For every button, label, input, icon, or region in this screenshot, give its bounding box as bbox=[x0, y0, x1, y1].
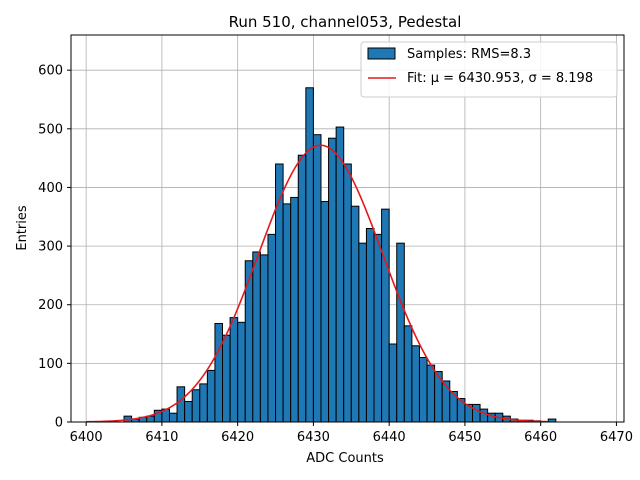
legend-label-samples: Samples: RMS=8.3 bbox=[407, 47, 531, 62]
histogram-bar bbox=[252, 251, 261, 423]
x-tick-label: 6430 bbox=[297, 430, 330, 445]
x-tick-label: 6410 bbox=[145, 430, 178, 445]
x-tick-label: 6440 bbox=[373, 430, 406, 445]
histogram-bar bbox=[328, 137, 337, 423]
histogram-bar bbox=[275, 163, 284, 423]
histogram-bar bbox=[168, 412, 178, 423]
legend-label-fit: Fit: μ = 6430.953, σ = 8.198 bbox=[407, 71, 593, 86]
chart-title: Run 510, channel053, Pedestal bbox=[229, 13, 462, 31]
histogram-bar bbox=[381, 208, 390, 423]
y-axis-title: Entries bbox=[15, 205, 30, 251]
gaussian-fit-curve bbox=[86, 144, 549, 423]
legend-swatch-samples bbox=[367, 47, 396, 60]
histogram-bar bbox=[358, 242, 367, 423]
histogram-bars bbox=[123, 87, 557, 423]
histogram-bar bbox=[176, 386, 186, 423]
histogram-bar bbox=[373, 233, 383, 423]
histogram-bar bbox=[350, 205, 360, 423]
histogram-bar bbox=[335, 126, 345, 423]
histogram-bar bbox=[396, 242, 405, 423]
histogram-bar bbox=[237, 321, 246, 423]
y-tick-label: 500 bbox=[38, 122, 63, 137]
histogram-bar bbox=[411, 345, 420, 423]
histogram-bar bbox=[343, 163, 352, 423]
x-tick-label: 6400 bbox=[70, 430, 103, 445]
histogram-bar bbox=[403, 325, 413, 423]
legend-box bbox=[360, 41, 618, 98]
y-tick-label: 300 bbox=[38, 240, 63, 255]
histogram-bar bbox=[305, 87, 314, 423]
x-tick-label: 6470 bbox=[600, 430, 633, 445]
x-axis-title: ADC Counts bbox=[306, 451, 384, 466]
histogram-bar bbox=[312, 134, 322, 423]
histogram-bar bbox=[184, 400, 193, 423]
histogram-bar bbox=[282, 203, 292, 423]
histogram-bar bbox=[267, 233, 277, 423]
histogram-bar bbox=[418, 357, 428, 423]
y-tick-label: 200 bbox=[38, 298, 63, 313]
y-tick-label: 400 bbox=[38, 181, 63, 196]
histogram-bar bbox=[426, 364, 436, 423]
y-axis-ticks: 0 100 200 300 400 500 600 bbox=[38, 64, 71, 431]
histogram-bar bbox=[199, 383, 208, 423]
histogram-bar bbox=[206, 369, 216, 423]
histogram-bar bbox=[297, 154, 307, 423]
histogram-bar bbox=[222, 334, 231, 423]
legend: Samples: RMS=8.3 Fit: μ = 6430.953, σ = … bbox=[360, 41, 618, 98]
y-tick-label: 0 bbox=[55, 416, 63, 431]
histogram-bar bbox=[290, 196, 299, 423]
histogram-bar bbox=[388, 343, 398, 423]
y-tick-label: 100 bbox=[38, 357, 63, 372]
histogram-bar bbox=[471, 403, 481, 423]
x-tick-label: 6450 bbox=[448, 430, 481, 445]
x-axis-ticks: 6400 6410 6420 6430 6440 6450 6460 6470 bbox=[70, 422, 633, 445]
histogram-bar bbox=[479, 408, 489, 423]
y-tick-label: 600 bbox=[38, 64, 63, 79]
histogram-bar bbox=[365, 228, 375, 423]
histogram-bar bbox=[259, 254, 269, 423]
histogram-bar bbox=[214, 322, 224, 423]
histogram-bar bbox=[320, 201, 330, 423]
x-tick-label: 6460 bbox=[524, 430, 557, 445]
histogram-bar bbox=[229, 317, 239, 423]
x-tick-label: 6420 bbox=[221, 430, 254, 445]
plot-frame bbox=[70, 34, 625, 423]
histogram-bar bbox=[191, 389, 201, 423]
